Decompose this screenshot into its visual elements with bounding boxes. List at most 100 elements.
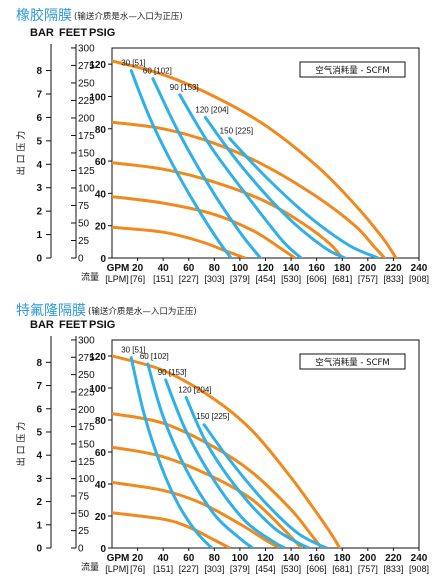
x-tick-lpm-label: [833] [383, 564, 403, 574]
x-tick-label: 200 [359, 263, 376, 274]
feet-tick-label: 100 [78, 183, 95, 194]
air-curve-5 [228, 137, 380, 258]
x-tick-lpm-label: [681] [332, 564, 352, 574]
psig-tick-label: 100 [89, 92, 106, 103]
feet-tick-label: 275 [78, 61, 95, 72]
feet-tick-label: 225 [78, 96, 95, 107]
y-unit-psig: PSIG [89, 319, 115, 331]
x-tick-label: 20 [132, 553, 144, 564]
x-tick-label: 120 [257, 553, 274, 564]
feet-tick-label: 50 [78, 509, 90, 520]
x-tick-lpm-label: [530] [281, 564, 301, 574]
bar-tick-label: 1 [36, 520, 42, 531]
pressure-curve-1 [112, 354, 342, 548]
x-tick-label: 60 [183, 263, 195, 274]
air-curve-1 [129, 69, 233, 258]
psig-tick-label: 80 [95, 125, 107, 136]
air-curve-3 [164, 378, 287, 548]
legend-box [299, 353, 406, 370]
bar-tick-label: 8 [36, 358, 42, 369]
feet-tick-label: 75 [78, 201, 90, 212]
bar-tick-label: 0 [36, 254, 42, 265]
feet-tick-label: 100 [78, 474, 95, 485]
pressure-curve-5 [112, 225, 247, 258]
x-tick-lpm-label: [606] [307, 274, 327, 284]
feet-tick-label: 150 [78, 148, 95, 159]
bar-tick-label: 1 [36, 230, 42, 241]
x-tick-lpm-label: [379] [230, 274, 250, 284]
air-curve-2 [146, 362, 255, 548]
pressure-curve-4 [112, 480, 282, 548]
bar-tick-label: 4 [36, 160, 42, 171]
air-curve-label: 150 [225] [220, 126, 253, 135]
curves-group [112, 354, 342, 548]
legend-text: 空气消耗量 - SCFM [315, 357, 390, 368]
x-tick-label: 220 [385, 553, 402, 564]
y-unit-feet: FEET [59, 319, 87, 331]
x-tick-label: 120 [257, 263, 274, 274]
feet-tick-label: 150 [78, 439, 95, 450]
psig-tick-label: 0 [100, 544, 106, 555]
x-tick-label: 100 [232, 553, 249, 564]
x-tick-label: 180 [334, 263, 351, 274]
x-tick-label: 60 [183, 553, 195, 564]
x-tick-lpm-label: [908] [409, 564, 429, 574]
x-tick-label: 160 [308, 263, 325, 274]
bar-tick-label: 7 [36, 89, 42, 100]
feet-tick-label: 175 [78, 131, 95, 142]
x-unit-gpm: GPM [107, 263, 130, 274]
x-tick-label: 160 [308, 553, 325, 564]
feet-tick-label: 200 [78, 405, 95, 416]
psig-tick-label: 120 [89, 60, 106, 71]
air-curve-5 [202, 423, 329, 548]
bar-tick-label: 6 [36, 113, 42, 124]
x-tick-label: 100 [232, 263, 249, 274]
x-tick-label: 140 [283, 553, 300, 564]
air-curve-1 [129, 356, 214, 548]
bar-tick-label: 0 [36, 544, 42, 555]
x-tick-label: 240 [411, 553, 428, 564]
x-tick-lpm-label: [303] [204, 564, 224, 574]
air-curve-label: 60 [102] [143, 67, 172, 76]
feet-tick-label: 50 [78, 218, 90, 229]
x-axis-label: 流量 [81, 561, 99, 573]
bar-tick-label: 2 [36, 497, 42, 508]
chart-title: 橡胶隔膜 [16, 7, 72, 24]
feet-tick-label: 25 [78, 236, 90, 247]
pressure-curve-3 [112, 445, 303, 548]
x-tick-lpm-label: [227] [179, 564, 199, 574]
bar-tick-label: 4 [36, 451, 42, 462]
bar-tick-label: 6 [36, 404, 42, 415]
feet-tick-label: 75 [78, 491, 90, 502]
feet-tick-label: 225 [78, 387, 95, 398]
psig-tick-label: 0 [100, 254, 106, 265]
chart-panel-2: 特氟隆隔膜 (输送介质是水—入口为正压)BAR FEET PSIG0123456780… [15, 303, 429, 574]
psig-tick-label: 40 [95, 189, 107, 200]
x-tick-lpm-label: [757] [358, 564, 378, 574]
bar-tick-label: 5 [36, 427, 42, 438]
x-tick-lpm-label: [681] [332, 274, 352, 284]
x-tick-lpm-label: [151] [153, 274, 173, 284]
air-curve-3 [178, 93, 303, 258]
psig-tick-label: 120 [89, 352, 106, 363]
air-curve-label: 90 [153] [158, 368, 187, 377]
y-axis-label: 出 口 压 力 [15, 131, 27, 176]
x-tick-lpm-label: [757] [358, 274, 378, 284]
air-curve-4 [184, 396, 311, 548]
x-tick-lpm-label: [606] [307, 564, 327, 574]
feet-tick-label: 0 [78, 254, 84, 265]
bar-tick-label: 5 [36, 136, 42, 147]
x-tick-lpm-label: [454] [255, 274, 275, 284]
psig-tick-label: 20 [95, 222, 107, 233]
chart-subtitle: (输送介质是水—入口为正压) [74, 11, 183, 22]
feet-tick-label: 300 [78, 43, 95, 54]
pressure-curve-2 [112, 120, 386, 258]
bar-tick-label: 3 [36, 183, 42, 194]
bar-tick-label: 3 [36, 474, 42, 485]
x-unit-lpm: [LPM] [105, 274, 129, 284]
x-axis-label: 流量 [81, 271, 99, 283]
pressure-curve-2 [112, 412, 324, 548]
bar-tick-label: 8 [36, 66, 42, 77]
feet-tick-label: 175 [78, 422, 95, 433]
chart-subtitle: (输送介质是水—入口为正压) [88, 306, 197, 317]
